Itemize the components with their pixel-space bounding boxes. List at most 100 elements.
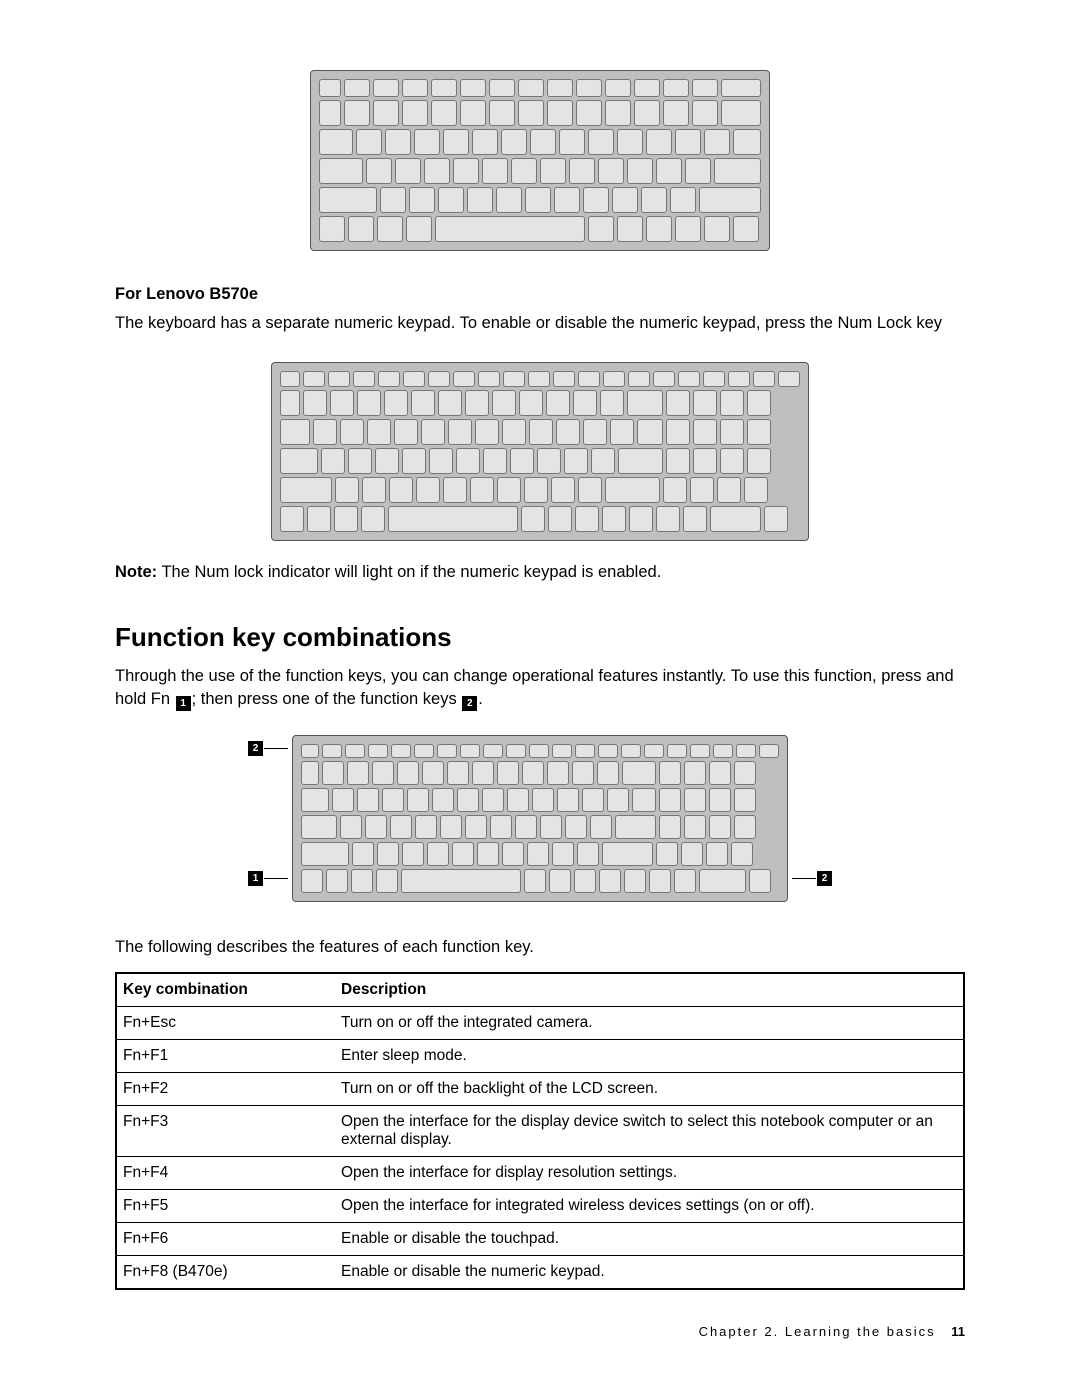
callout-marker-top-left: 2 (248, 741, 263, 756)
key (721, 79, 761, 97)
key (280, 448, 318, 474)
keyboard-image-callouts: 2 1 2 (115, 735, 965, 902)
key (666, 448, 690, 474)
key (617, 129, 643, 155)
key (470, 477, 494, 503)
key (448, 419, 472, 445)
key (503, 371, 525, 387)
key (367, 419, 391, 445)
key (478, 371, 500, 387)
key (443, 129, 469, 155)
key (497, 761, 519, 785)
key (390, 815, 412, 839)
td-key: Fn+F2 (116, 1073, 341, 1106)
key (575, 744, 595, 758)
key (690, 744, 710, 758)
key (656, 158, 682, 184)
key (321, 448, 345, 474)
key (437, 744, 457, 758)
key (380, 187, 406, 213)
key (524, 869, 546, 893)
key (693, 390, 717, 416)
key (747, 419, 771, 445)
key (397, 761, 419, 785)
note-line: Note: The Num lock indicator will light … (115, 563, 965, 582)
key (372, 761, 394, 785)
key (438, 390, 462, 416)
key (402, 79, 428, 97)
key (731, 842, 753, 866)
key (734, 761, 756, 785)
table-row: Fn+F1Enter sleep mode. (116, 1040, 964, 1073)
key (303, 371, 325, 387)
key (518, 100, 544, 126)
td-desc: Turn on or off the integrated camera. (341, 1007, 964, 1040)
key (634, 100, 660, 126)
key (733, 216, 759, 242)
key (670, 187, 696, 213)
key (591, 448, 615, 474)
key (699, 869, 746, 893)
key (460, 79, 486, 97)
key (322, 761, 344, 785)
key (537, 448, 561, 474)
key (678, 371, 700, 387)
key (675, 216, 701, 242)
key (624, 869, 646, 893)
key (605, 79, 631, 97)
key (389, 477, 413, 503)
key (401, 869, 521, 893)
key (465, 390, 489, 416)
key (402, 842, 424, 866)
table-row: Fn+F3Open the interface for the display … (116, 1106, 964, 1157)
key (280, 477, 332, 503)
key (717, 477, 741, 503)
key (483, 744, 503, 758)
keyboard-image-full (115, 362, 965, 541)
key (492, 390, 516, 416)
key (681, 842, 703, 866)
key (477, 842, 499, 866)
table-intro: The following describes the features of … (115, 936, 965, 958)
key (612, 187, 638, 213)
key (617, 216, 643, 242)
key (692, 100, 718, 126)
td-key: Fn+F4 (116, 1157, 341, 1190)
subhead-b570e: For Lenovo B570e (115, 285, 965, 304)
key (764, 506, 788, 532)
key (600, 390, 624, 416)
key (684, 788, 706, 812)
key (319, 100, 341, 126)
key (627, 390, 663, 416)
key (348, 216, 374, 242)
key (361, 506, 385, 532)
key (280, 390, 300, 416)
key (373, 100, 399, 126)
key (602, 506, 626, 532)
key (301, 788, 329, 812)
key (357, 788, 379, 812)
key (501, 129, 527, 155)
key (416, 477, 440, 503)
key (663, 100, 689, 126)
para-fn: Through the use of the function keys, yo… (115, 665, 965, 711)
td-key: Fn+F5 (116, 1190, 341, 1223)
key (704, 216, 730, 242)
callout-marker-bottom-right: 2 (817, 871, 832, 886)
page-footer: Chapter 2. Learning the basics 11 (699, 1324, 965, 1339)
key (375, 448, 399, 474)
key (565, 815, 587, 839)
td-key: Fn+F6 (116, 1223, 341, 1256)
key (736, 744, 756, 758)
key (699, 187, 761, 213)
th-desc: Description (341, 973, 964, 1007)
key (663, 79, 689, 97)
key (303, 390, 327, 416)
key (599, 869, 621, 893)
key (621, 744, 641, 758)
key (427, 842, 449, 866)
key (365, 815, 387, 839)
key (472, 129, 498, 155)
key (605, 477, 660, 503)
key (453, 158, 479, 184)
